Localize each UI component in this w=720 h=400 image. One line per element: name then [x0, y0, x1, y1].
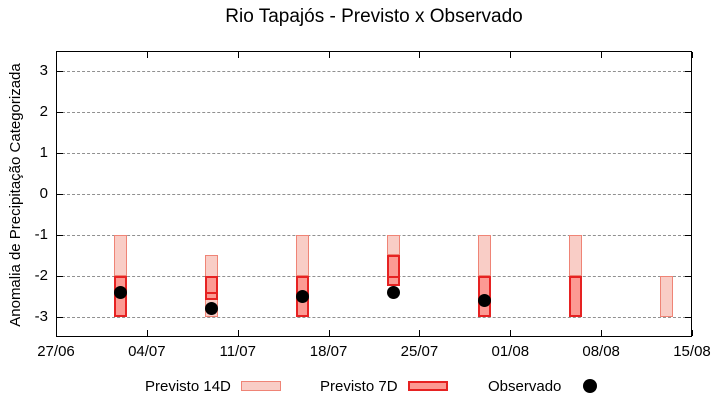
- x-tick-mark: [419, 330, 421, 336]
- x-tick-label: 25/07: [400, 343, 439, 360]
- observed-point: [114, 285, 128, 299]
- forecast-bar-7d-divider: [388, 275, 398, 278]
- x-tick-mark: [146, 52, 148, 58]
- x-tick-mark: [510, 330, 512, 336]
- x-tick-label: 08/08: [582, 343, 620, 360]
- x-tick-label: 27/06: [37, 343, 75, 360]
- legend-label-previsto-7d: Previsto 7D: [320, 377, 398, 395]
- x-tick-mark: [237, 52, 239, 58]
- legend-observado-dot-icon: [583, 379, 598, 393]
- forecast-bar-7d: [386, 255, 400, 286]
- gridline: [57, 112, 691, 114]
- y-tick-mark: [685, 112, 691, 114]
- gridline: [57, 275, 691, 277]
- y-tick-mark: [57, 316, 63, 318]
- gridline: [57, 71, 691, 73]
- forecast-bar-7d: [205, 275, 219, 301]
- observed-point: [296, 289, 310, 303]
- y-tick-mark: [685, 194, 691, 195]
- observed-point: [477, 293, 491, 307]
- forecast-bar-14d: [568, 234, 582, 276]
- y-tick-mark: [57, 153, 63, 155]
- y-tick-label: -1: [34, 225, 48, 243]
- legend-label-previsto-14d: Previsto 14D: [145, 377, 231, 395]
- gridline: [57, 234, 691, 236]
- x-tick-label: 15/08: [673, 343, 711, 360]
- y-tick-mark: [57, 194, 63, 195]
- y-tick-mark: [57, 71, 63, 73]
- x-tick-mark: [146, 330, 148, 336]
- legend-label-observado: Observado: [488, 377, 562, 395]
- x-tick-mark: [692, 330, 693, 336]
- x-tick-label: 11/07: [219, 343, 256, 360]
- x-tick-label: 04/07: [128, 343, 166, 360]
- x-tick-label: 18/07: [309, 343, 348, 360]
- y-tick-label: 2: [39, 103, 48, 121]
- y-tick-mark: [685, 153, 691, 155]
- y-tick-label: 0: [39, 185, 48, 202]
- legend-item-previsto-14d: Previsto 14D: [145, 377, 281, 395]
- forecast-bar-7d: [568, 275, 582, 317]
- x-tick-label: 01/08: [491, 343, 530, 360]
- forecast-bar-14d: [114, 234, 128, 276]
- x-tick-mark: [328, 52, 330, 58]
- forecast-bar-7d-divider: [207, 292, 217, 295]
- y-tick-label: 1: [39, 144, 48, 162]
- y-tick-mark: [57, 234, 63, 236]
- gridline: [57, 153, 691, 155]
- forecast-bar-14d: [477, 234, 491, 276]
- legend-swatch-previsto-7d-icon: [407, 381, 448, 391]
- x-tick-mark: [692, 52, 693, 58]
- x-tick-mark: [56, 330, 57, 336]
- y-tick-label: -3: [34, 307, 48, 325]
- chart-title: Rio Tapajós - Previsto x Observado: [225, 6, 523, 27]
- observed-point: [386, 285, 400, 299]
- y-tick-mark: [685, 316, 691, 318]
- y-tick-label: 3: [39, 62, 48, 80]
- x-tick-mark: [601, 52, 603, 58]
- legend-swatch-previsto-14d-icon: [240, 381, 281, 391]
- gridline: [57, 194, 691, 195]
- observed-point: [205, 301, 219, 315]
- legend-item-observado: Observado: [488, 377, 598, 395]
- gridline: [57, 316, 691, 318]
- plot-area: [56, 51, 693, 337]
- forecast-bar-14d: [659, 275, 673, 317]
- y-tick-mark: [57, 275, 63, 277]
- legend-item-previsto-7d: Previsto 7D: [320, 377, 448, 395]
- x-tick-mark: [328, 330, 330, 336]
- forecast-bar-14d: [296, 234, 310, 276]
- y-tick-mark: [685, 275, 691, 277]
- y-tick-label: -2: [34, 266, 48, 284]
- y-tick-mark: [57, 112, 63, 114]
- forecast-bar-14d: [386, 234, 400, 256]
- y-tick-mark: [685, 234, 691, 236]
- y-tick-mark: [685, 71, 691, 73]
- x-tick-mark: [601, 330, 603, 336]
- x-tick-mark: [419, 52, 421, 58]
- x-tick-mark: [237, 330, 239, 336]
- x-tick-mark: [56, 52, 57, 58]
- x-tick-mark: [510, 52, 512, 58]
